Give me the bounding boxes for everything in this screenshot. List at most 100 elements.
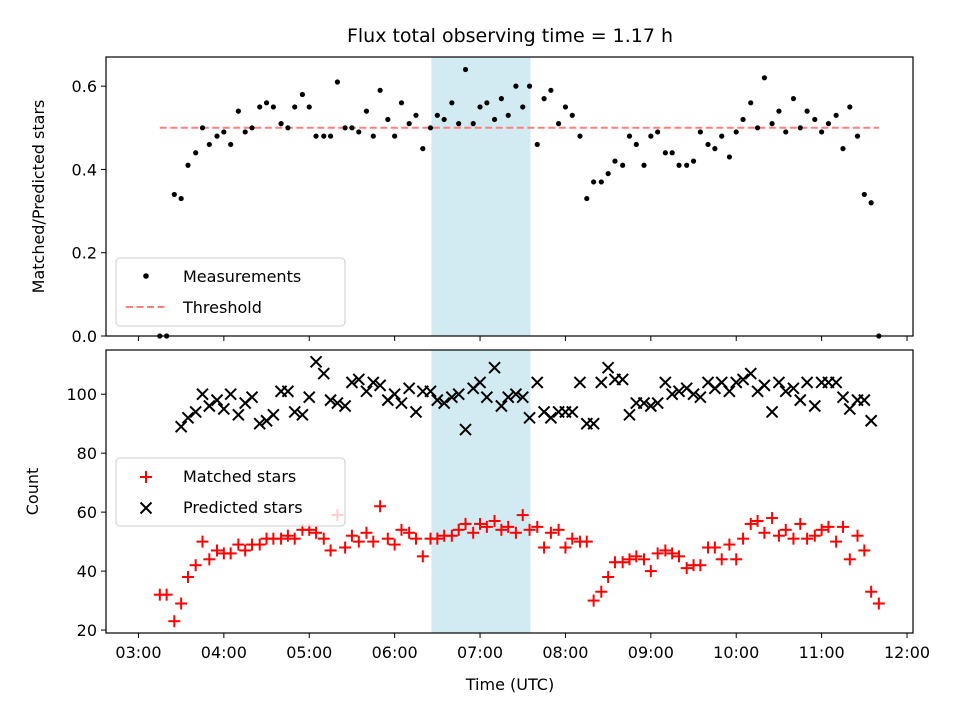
measurement-point: [633, 141, 639, 148]
predicted-star-point: [644, 399, 658, 413]
measurement-point: [263, 100, 270, 106]
measurement-point: [690, 158, 697, 164]
measurement-point: [825, 121, 832, 127]
matched-star-point: [531, 520, 544, 533]
matched-star-point: [659, 544, 672, 557]
measurement-point: [819, 129, 825, 135]
predicted-star-point: [623, 408, 636, 422]
measurement-point: [228, 141, 234, 148]
predicted-star-point: [345, 376, 359, 389]
matched-star-point: [388, 538, 401, 551]
predicted-star-point: [210, 393, 224, 407]
measurement-point: [462, 66, 469, 73]
matched-star-point: [452, 523, 465, 536]
measurement-point: [812, 116, 818, 123]
measurement-point: [740, 116, 746, 123]
bottom-legend-box: [115, 457, 346, 527]
matched-star-point: [224, 547, 237, 560]
matched-star-point: [281, 529, 294, 542]
measurement-point: [441, 116, 447, 123]
measurement-point: [577, 133, 583, 139]
top-axes-frame: [105, 56, 914, 337]
predicted-star-point: [267, 408, 280, 422]
measurement-point: [833, 112, 839, 118]
matched-star-point: [715, 553, 728, 566]
matched-star-point: [502, 520, 515, 533]
measurement-point: [377, 87, 383, 93]
predicted-star-point: [245, 390, 259, 404]
measurement-point: [249, 125, 255, 131]
bottom-x-ticks: 03:00 04:00 05:00 06:00 07:00 08:00 09:00 10:00…: [115, 633, 930, 662]
measurement-point: [406, 121, 412, 127]
bottom-legend: Matched stars Predicted stars: [115, 457, 346, 527]
x-tick-label: 09:00: [628, 643, 674, 662]
predicted-star-point: [687, 388, 700, 401]
matched-star-point: [509, 526, 522, 539]
legend-predicted-marker: [139, 501, 153, 515]
measurement-point: [598, 179, 604, 185]
predicted-star-point: [253, 417, 266, 430]
matched-star-point: [851, 529, 864, 542]
measurement-point: [541, 96, 547, 102]
matched-star-point: [360, 526, 373, 539]
chart-title: Flux total observing time = 1.17 h: [347, 25, 673, 47]
matched-star-point: [488, 514, 501, 527]
predicted-star-point: [523, 411, 536, 425]
measurement-point: [427, 125, 434, 131]
measurement-point: [456, 121, 462, 127]
predicted-star-point: [616, 373, 629, 386]
measurement-point: [449, 100, 455, 106]
predicted-star-point: [395, 396, 408, 410]
measurement-point: [761, 75, 768, 81]
predicted-star-point: [601, 361, 615, 374]
matched-star-point: [751, 514, 764, 527]
measurement-point: [498, 96, 504, 102]
legend-measurements-label: Measurements: [183, 267, 301, 286]
predicted-star-point: [189, 405, 202, 419]
matched-star-point: [666, 547, 679, 560]
matched-star-point: [395, 523, 408, 536]
measurement-point: [868, 200, 874, 206]
predicted-star-point: [794, 393, 807, 407]
measurement-point: [861, 191, 867, 198]
measurement-point: [299, 91, 306, 98]
predicted-star-point: [303, 390, 316, 404]
measurement-point: [726, 154, 732, 160]
predicted-star-point: [196, 388, 209, 401]
matched-star-point: [232, 538, 245, 551]
predicted-star-point: [509, 388, 523, 401]
bottom-y-tick-label: 60: [77, 503, 97, 522]
predicted-star-point: [331, 396, 344, 410]
matched-star-point: [431, 532, 444, 545]
measurement-point: [797, 125, 803, 131]
matched-star-point: [495, 523, 508, 536]
matched-star-point: [403, 526, 416, 539]
measurement-point: [392, 133, 398, 139]
predicted-star-point: [281, 385, 295, 398]
measurement-point: [520, 104, 526, 110]
measurement-point: [840, 146, 846, 152]
top-highlight-span: [431, 57, 531, 336]
matched-star-point: [552, 523, 565, 536]
measurement-point: [214, 133, 220, 139]
top-x-ticks: [137, 336, 908, 341]
x-tick-label: 06:00: [372, 643, 418, 662]
measurement-point: [270, 104, 276, 110]
matched-star-point: [865, 585, 878, 598]
matched-star-point: [253, 538, 266, 551]
measurement-point: [556, 121, 562, 127]
measurement-point: [804, 108, 810, 114]
measurement-point: [349, 125, 355, 131]
predicted-star-point: [723, 385, 736, 398]
matched-star-point: [680, 562, 693, 575]
predicted-star-point: [367, 376, 380, 389]
matched-star-point: [196, 535, 209, 548]
measurement-point: [655, 129, 661, 135]
matched-star-point: [352, 535, 365, 548]
measurement-point: [605, 170, 611, 177]
measurement-point: [505, 112, 511, 118]
predicted-star-point: [324, 393, 337, 407]
matched-star-point: [623, 553, 636, 566]
measurement-point: [769, 121, 775, 127]
predicted-star-point: [730, 376, 743, 389]
